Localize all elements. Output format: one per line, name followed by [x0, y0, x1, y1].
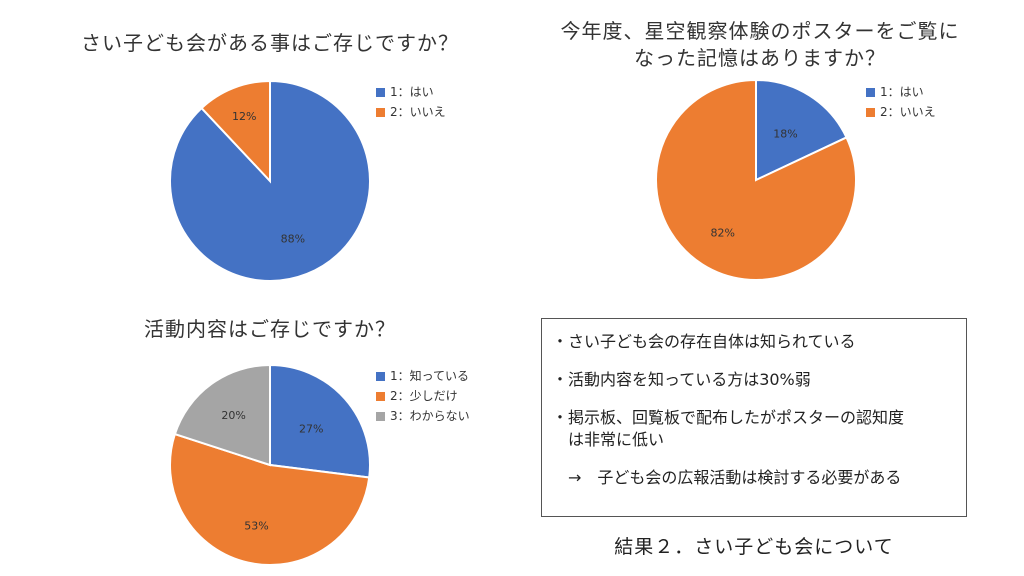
legend-swatch [376, 107, 385, 117]
legend-label: 1：はい [390, 85, 434, 99]
legend-item: 2：いいえ [866, 102, 936, 122]
summary-line: → 子ども会の広報活動は検討する必要がある [552, 468, 902, 487]
legend-item: 1：知っている [376, 366, 470, 386]
summary-line: ・活動内容を知っている方は30%弱 [552, 370, 811, 389]
legend-item: 1：はい [866, 82, 936, 102]
pie-slice [269, 363, 371, 479]
legend-label: 2：いいえ [390, 105, 446, 119]
summary-line: ・さい子ども会の存在自体は知られている [552, 332, 856, 351]
pie-slice [755, 78, 848, 182]
chart-title-line1: 今年度、星空観察体験のポスターをご覧に [560, 19, 960, 43]
pie-data-label: 82% [711, 226, 735, 239]
pie-slice [200, 79, 271, 184]
summary-box: ・さい子ども会の存在自体は知られている ・活動内容を知っている方は30%弱 ・掲… [541, 318, 967, 517]
chart-title: 活動内容はご存じですか？ [144, 317, 396, 341]
pie-data-label: 20% [221, 409, 245, 422]
legend-label: 2：少しだけ [390, 389, 458, 403]
summary-line: ・掲示板、回覧板で配布したがポスターの認知度 [552, 408, 905, 427]
legend-swatch [376, 391, 385, 401]
chart-title: さい子ども会がある事はご存じですか？ [81, 31, 459, 55]
pie-data-label: 53% [244, 520, 268, 533]
legend-label: 1：はい [880, 85, 924, 99]
legend-swatch [376, 411, 385, 421]
pie-data-label: 12% [232, 110, 256, 123]
pie-data-label: 88% [281, 233, 305, 246]
slide-caption: 結果２．さい子ども会について [614, 536, 894, 558]
legend-swatch [866, 107, 875, 117]
legend: 1：知っている 2：少しだけ 3：わからない [376, 366, 470, 426]
legend-label: 3：わからない [390, 409, 470, 423]
pie-data-label: 27% [299, 423, 323, 436]
legend: 1：はい 2：いいえ [866, 82, 936, 122]
legend: 1：はい 2：いいえ [376, 82, 446, 122]
pie-slice [169, 432, 371, 566]
pie-slice [655, 78, 857, 281]
chart-title: 今年度、星空観察体験のポスターをご覧に なった記憶はありますか？ [520, 18, 1000, 72]
legend-label: 1：知っている [390, 369, 470, 383]
legend-item: 2：少しだけ [376, 386, 470, 406]
legend-label: 2：いいえ [880, 105, 936, 119]
chart-title-line2: なった記憶はありますか？ [634, 46, 886, 70]
legend-swatch [866, 87, 875, 97]
pie-data-label: 18% [773, 128, 797, 141]
legend-item: 3：わからない [376, 406, 470, 426]
summary-line: は非常に低い [552, 430, 665, 449]
legend-swatch [376, 371, 385, 381]
legend-item: 1：はい [376, 82, 446, 102]
pie-slice [173, 363, 271, 467]
legend-item: 2：いいえ [376, 102, 446, 122]
legend-swatch [376, 87, 385, 97]
